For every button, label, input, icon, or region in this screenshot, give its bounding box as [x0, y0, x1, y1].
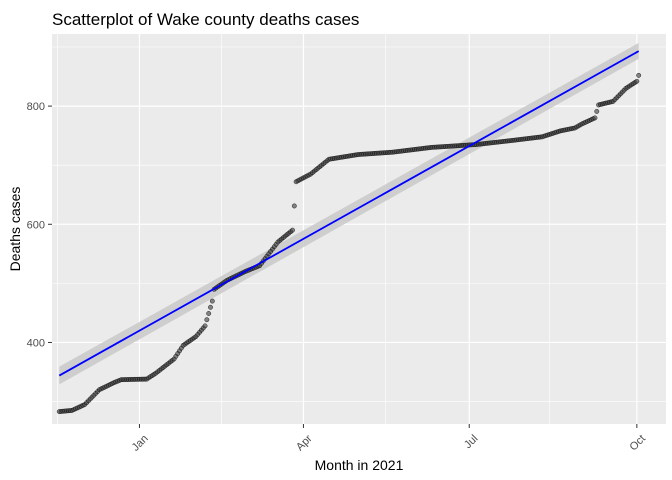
- x-axis-title: Month in 2021: [315, 457, 404, 473]
- y-tick-label: 800: [27, 101, 45, 113]
- x-tick-label: Jan: [130, 433, 151, 454]
- data-point: [206, 311, 212, 316]
- data-point: [636, 72, 642, 78]
- data-point: [634, 78, 640, 84]
- y-axis: 400 600 800: [27, 101, 52, 349]
- y-tick-label: 600: [27, 219, 45, 231]
- data-point: [204, 317, 210, 323]
- data-point: [202, 323, 208, 329]
- y-axis-title: Deaths cases: [7, 187, 23, 272]
- data-point: [291, 203, 297, 209]
- x-tick-label: Jul: [462, 433, 480, 451]
- x-tick-label: Oct: [627, 433, 648, 454]
- data-point: [209, 298, 215, 304]
- grid-major: [52, 34, 666, 424]
- chart-title: Scatterplot of Wake county deaths cases: [52, 10, 359, 29]
- y-tick-label: 400: [27, 337, 45, 349]
- data-point: [592, 115, 598, 121]
- data-point: [594, 108, 600, 114]
- x-tick-label: Apr: [294, 432, 315, 453]
- data-point: [208, 304, 213, 310]
- trend-line: [58, 50, 640, 377]
- data-points: [56, 72, 642, 415]
- x-axis: Jan Apr Jul Oct: [130, 424, 648, 454]
- data-point: [290, 227, 295, 233]
